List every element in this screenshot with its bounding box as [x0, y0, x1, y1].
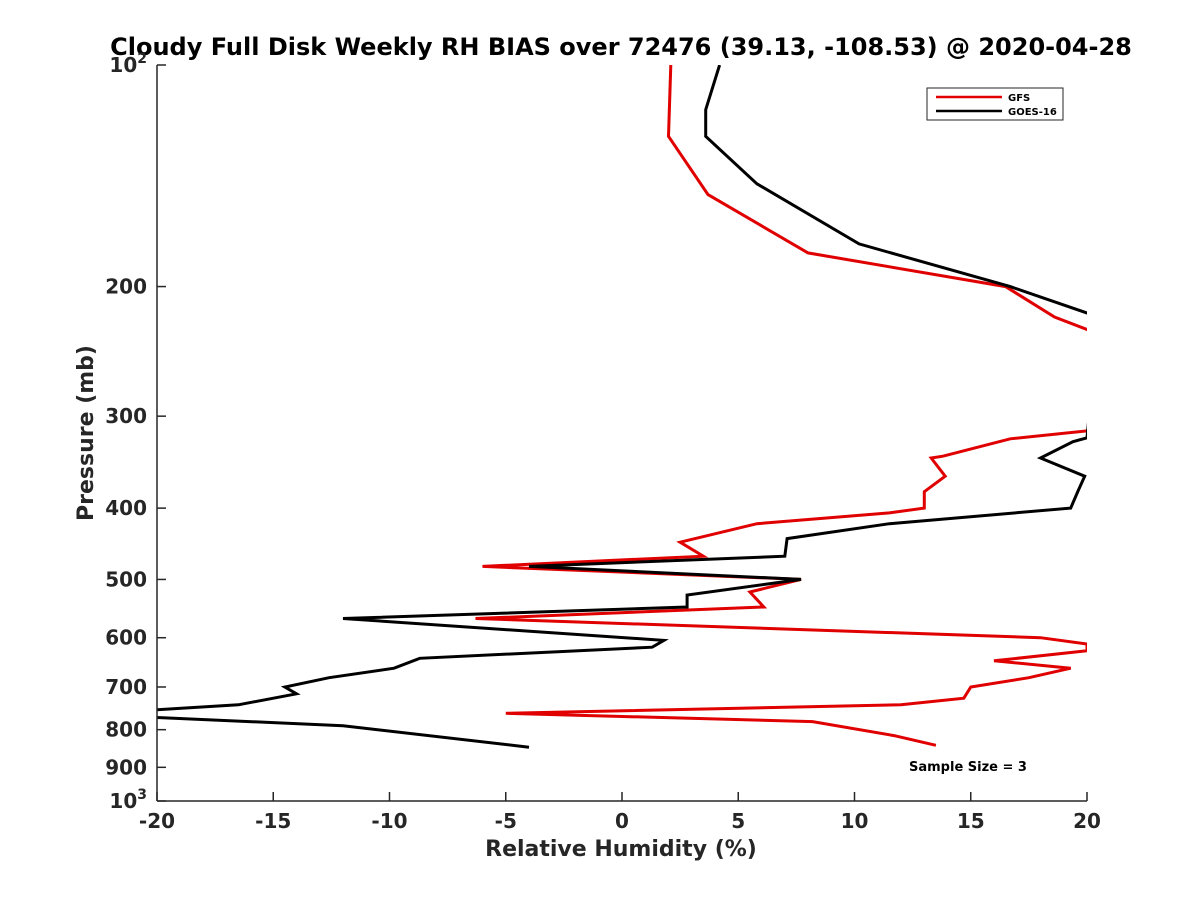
x-tick-label: 0: [615, 809, 629, 833]
legend-box: [926, 87, 1064, 121]
y-tick-label: 800: [105, 718, 147, 742]
series-line-gfs: [475, 65, 1087, 747]
y-tick-label: 900: [105, 755, 147, 779]
y-tick-label: 200: [105, 275, 147, 299]
y-tick-label: 102: [109, 51, 147, 77]
legend-label-gfs: GFS: [1008, 93, 1030, 104]
y-tick-label: 400: [105, 496, 147, 520]
y-tick-label: 500: [105, 567, 147, 591]
chart-title: Cloudy Full Disk Weekly RH BIAS over 724…: [110, 33, 1132, 61]
x-tick-label: 15: [957, 809, 985, 833]
x-tick-label: -20: [139, 809, 175, 833]
x-tick-label: -10: [371, 809, 407, 833]
series-layer: [157, 65, 1087, 749]
x-ticks: -20 -15 -10 -5 0 5 10 15 20: [139, 792, 1101, 833]
y-tick-label: 600: [105, 626, 147, 650]
x-axis-label: Relative Humidity (%): [485, 837, 757, 862]
y-tick-label: 300: [105, 404, 147, 428]
plot-area: [157, 65, 1087, 801]
sample-size-annotation: Sample Size = 3: [909, 760, 1027, 775]
y-ticks: 102 200 300 400 500 600 700 800 900 103: [105, 51, 166, 813]
x-tick-label: 5: [731, 809, 745, 833]
series-line-goes16: [157, 65, 1087, 749]
legend-label-goes16: GOES-16: [1008, 107, 1057, 118]
x-tick-label: -15: [255, 809, 291, 833]
x-tick-label: 10: [841, 809, 869, 833]
y-tick-label: 700: [105, 675, 147, 699]
y-axis-label: Pressure (mb): [74, 345, 99, 521]
y-tick-label: 103: [109, 787, 147, 813]
legend: GFS GOES-16: [926, 87, 1064, 121]
x-tick-label: -5: [495, 809, 517, 833]
x-tick-label: 20: [1073, 809, 1101, 833]
